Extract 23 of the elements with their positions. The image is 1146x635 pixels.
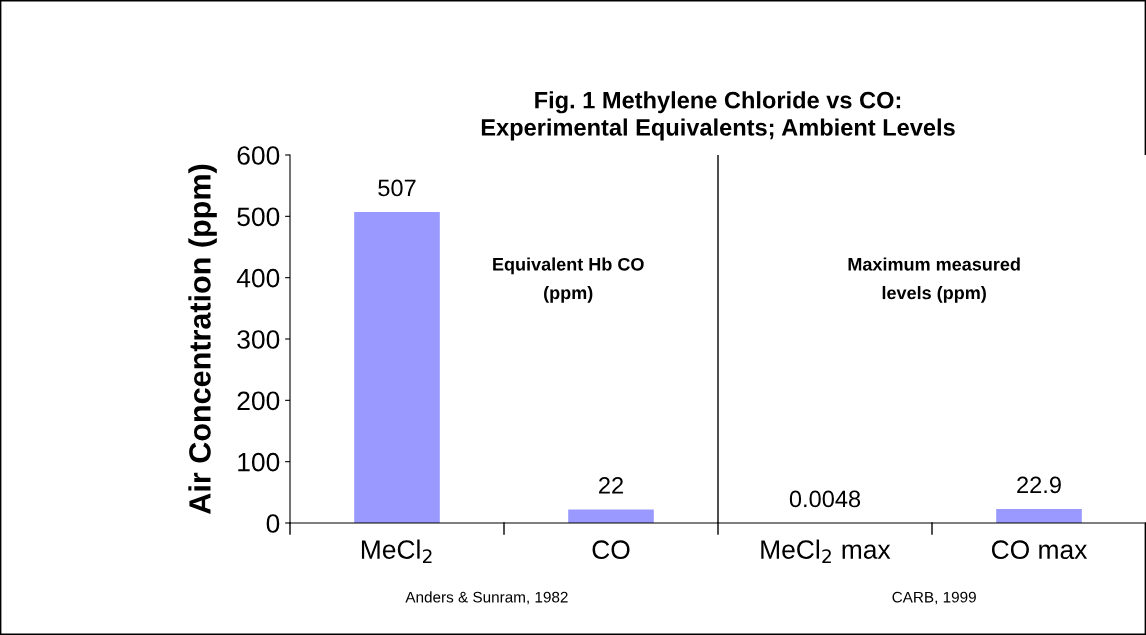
- y-tick-label: 400: [236, 268, 280, 288]
- text: Anders & Sunram, 1982: [405, 591, 568, 605]
- bar: [996, 508, 1082, 523]
- annotation: Equivalent Hb CO (ppm): [493, 257, 644, 303]
- x-tick-label: CO max: [991, 540, 1088, 560]
- x-tick-label: MeCl$_{2}$: [361, 539, 432, 563]
- data-label: 0.0048: [789, 490, 861, 508]
- y-tick-label: 100: [238, 452, 280, 472]
- x-tick-label: MeCl$_{2}$ max: [761, 539, 891, 563]
- y-tick-label: 500: [237, 207, 280, 227]
- text: CARB, 1999: [892, 591, 976, 605]
- y-tick-label: 0: [266, 514, 280, 533]
- data-label: 507: [378, 179, 416, 197]
- y-tick-label: 600: [237, 146, 280, 165]
- annotation: Maximum measured levels (ppm): [848, 257, 1020, 303]
- data-label: 22: [599, 477, 623, 494]
- bar: [354, 212, 440, 523]
- y-tick-label: 200: [237, 391, 280, 411]
- data-label: 22.9: [1017, 476, 1061, 494]
- chart-title: Fig. 1 Methylene Chloride vs CO: Experimental Equivalents; Ambient Levels: [481, 91, 955, 141]
- y-axis-title: Air Concentration (ppm): [188, 164, 217, 514]
- x-tick-label: CO: [592, 540, 630, 560]
- y-tick-label: 300: [237, 330, 280, 349]
